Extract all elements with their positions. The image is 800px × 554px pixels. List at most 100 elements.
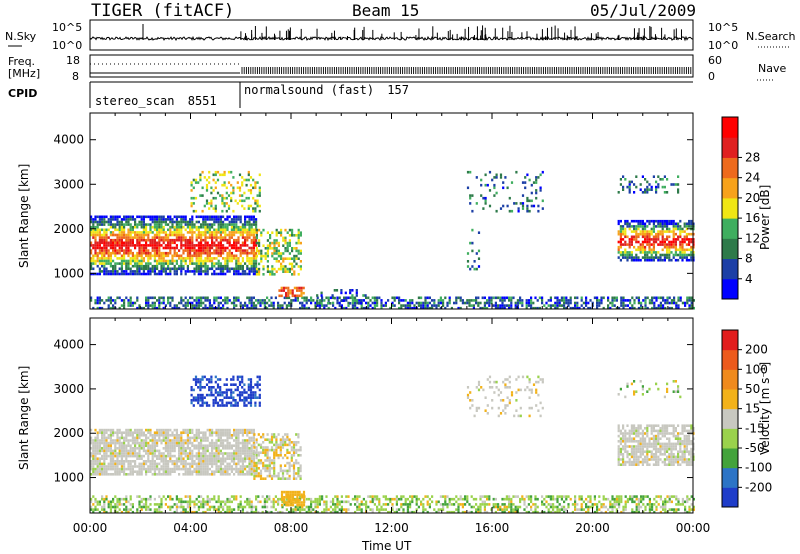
data-cell	[517, 207, 520, 210]
data-cell	[191, 262, 194, 265]
data-cell	[153, 444, 156, 447]
data-cell	[107, 449, 110, 453]
data-cell	[259, 474, 263, 478]
data-cell	[200, 244, 203, 247]
data-cell	[292, 454, 296, 457]
data-cell	[674, 232, 677, 236]
data-cell	[417, 304, 420, 307]
data-cell	[263, 306, 266, 310]
data-cell	[246, 244, 249, 247]
data-cell	[114, 215, 117, 219]
data-cell	[180, 238, 183, 242]
data-cell	[663, 191, 666, 194]
data-cell	[134, 452, 137, 455]
data-cell	[273, 239, 276, 242]
data-cell	[226, 444, 229, 447]
data-cell	[149, 444, 152, 447]
data-cell	[186, 304, 189, 307]
data-cell	[505, 304, 508, 307]
data-cell	[171, 447, 174, 450]
data-cell	[494, 304, 497, 307]
data-cell	[217, 447, 220, 450]
data-cell	[273, 257, 276, 260]
data-cell	[208, 231, 211, 234]
data-cell	[237, 431, 240, 434]
data-cell	[670, 301, 673, 305]
data-cell	[149, 434, 152, 437]
data-cell	[681, 251, 684, 254]
data-cell	[178, 267, 181, 271]
data-cell	[208, 301, 211, 305]
data-cell	[297, 252, 300, 255]
data-cell	[280, 289, 283, 292]
data-cell	[250, 264, 253, 268]
data-cell	[200, 304, 203, 307]
data-cell	[626, 185, 629, 189]
data-cell	[164, 231, 167, 234]
data-cell	[302, 286, 305, 290]
data-cell	[96, 225, 99, 229]
data-cell	[195, 447, 198, 450]
data-cell	[482, 207, 485, 210]
data-cell	[284, 438, 287, 441]
data-cell	[162, 225, 165, 229]
data-cell	[201, 170, 204, 174]
data-cell	[103, 236, 106, 239]
data-cell	[525, 301, 528, 305]
data-cell	[129, 218, 132, 221]
data-cell	[646, 253, 649, 257]
data-cell	[123, 304, 126, 307]
data-cell	[212, 173, 215, 177]
data-cell	[142, 238, 145, 242]
data-cell	[230, 401, 233, 405]
data-cell	[149, 470, 152, 473]
data-cell	[239, 267, 242, 271]
data-cell	[422, 301, 425, 305]
data-cell	[630, 180, 633, 184]
data-cell	[103, 254, 106, 258]
data-cell	[215, 306, 218, 310]
data-cell	[149, 228, 152, 232]
data-cell	[109, 465, 112, 468]
data-cell	[316, 296, 319, 300]
data-cell	[275, 260, 278, 263]
data-cell	[189, 457, 192, 460]
data-cell	[193, 447, 196, 450]
data-cell	[222, 244, 225, 247]
data-cell	[195, 454, 198, 458]
data-cell	[244, 454, 247, 458]
power-colorbar-label: Power [dB]	[758, 185, 772, 250]
data-cell	[171, 460, 174, 463]
data-cell	[98, 259, 101, 263]
data-cell	[224, 473, 227, 476]
data-cell	[206, 215, 209, 219]
data-cell	[120, 228, 123, 232]
data-cell	[215, 257, 218, 260]
data-cell	[184, 246, 187, 250]
data-cell	[222, 236, 225, 239]
data-cell	[287, 294, 290, 298]
data-cell	[239, 218, 242, 221]
data-cell	[173, 304, 176, 307]
data-cell	[127, 251, 130, 255]
data-cell	[200, 301, 203, 305]
data-cell	[158, 296, 161, 300]
data-cell	[120, 249, 123, 252]
data-cell	[661, 238, 664, 241]
data-cell	[354, 301, 357, 305]
data-cell	[266, 260, 269, 263]
data-cell	[153, 264, 156, 268]
data-cell	[224, 434, 227, 437]
data-cell	[151, 267, 154, 271]
data-cell	[549, 299, 552, 302]
data-cell	[149, 304, 152, 307]
data-cell	[514, 304, 517, 307]
data-cell	[94, 262, 97, 265]
data-cell	[266, 270, 269, 273]
data-cell	[162, 473, 165, 476]
data-cell	[241, 183, 244, 187]
data-cell	[197, 215, 200, 219]
data-cell	[264, 467, 267, 470]
data-cell	[292, 467, 296, 470]
data-cell	[628, 191, 631, 194]
